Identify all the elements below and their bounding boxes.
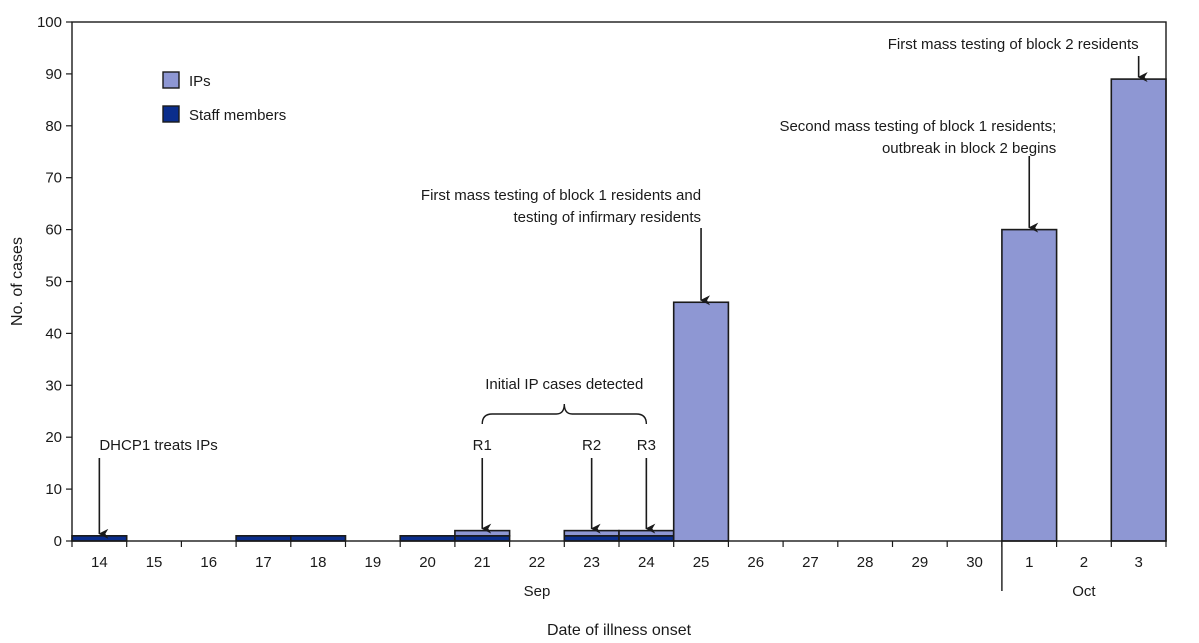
bars-layer [71,78,1167,542]
x-axis-label: Date of illness onset [547,622,692,639]
legend: IPs Staff members [162,71,286,124]
x-tick-label: 18 [310,554,327,571]
y-tick-label: 30 [45,377,62,394]
x-tick-label: 26 [747,554,764,571]
legend-swatch-ips [162,71,180,89]
bar-ips-21 [454,529,511,537]
annotation-initial-line: Initial IP cases detected [485,376,643,393]
x-tick-label: 24 [638,554,655,571]
legend-label-staff-members: Staff members [189,107,286,124]
y-tick-label: 80 [45,118,62,135]
annotation-dhcp1-line: DHCP1 treats IPs [99,437,217,454]
y-tick-label: 70 [45,170,62,187]
x-tick-label: 14 [91,554,108,571]
y-tick-label: 60 [45,222,62,239]
annotation-mass1-line: testing of infirmary residents [513,209,701,226]
annotation-r1-line: R1 [473,437,492,454]
y-tick-label: 20 [45,429,62,446]
x-tick-label: 2 [1080,554,1088,571]
annotation-block2-line: First mass testing of block 2 residents [888,36,1139,53]
bar-ips-25 [672,301,730,542]
y-tick-label: 0 [54,533,62,550]
x-tick-label: 17 [255,554,272,571]
month-label-oct: Oct [1072,583,1096,600]
annotation-r2-line: R2 [582,437,601,454]
y-axis-label: No. of cases [9,237,26,326]
annotation-mass2-line: outbreak in block 2 begins [882,140,1056,157]
bar-staff-members-17 [235,535,292,542]
x-tick-label: 22 [529,554,546,571]
x-tick-label: 29 [912,554,929,571]
bar-ips-1 [1001,228,1058,542]
x-tick-label: 1 [1025,554,1033,571]
y-tick-label: 100 [37,14,62,31]
x-tick-label: 3 [1134,554,1142,571]
annotation-mass2-line: Second mass testing of block 1 residents… [779,118,1056,135]
x-tick-label: 20 [419,554,436,571]
x-tick-label: 21 [474,554,491,571]
x-tick-label: 28 [857,554,874,571]
y-tick-label: 90 [45,66,62,83]
bar-ips-23 [563,529,620,537]
y-tick-label: 50 [45,274,62,291]
month-label-sep: Sep [524,583,551,600]
bar-ips-3 [1110,78,1167,542]
annotation-mass1-line: First mass testing of block 1 residents … [421,187,701,204]
x-tick-label: 15 [146,554,163,571]
bar-ips-24 [618,529,675,537]
annotation-r3-line: R3 [637,437,656,454]
x-tick-label: 27 [802,554,819,571]
x-tick-label: 19 [365,554,382,571]
annotations-layer: DHCP1 treats IPs R1 R2 R3 Initial IP cases d… [98,36,1148,539]
legend-label-ips: IPs [189,73,211,90]
x-tick-label: 16 [200,554,217,571]
y-tick-label: 40 [45,325,62,342]
legend-swatch-staff-members [162,105,180,123]
bar-staff-members-18 [289,535,347,542]
bar-staff-members-14 [71,535,128,542]
annotation-brace [481,403,648,425]
x-tick-label: 25 [693,554,710,571]
y-tick-label: 10 [45,481,62,498]
x-tick-label: 30 [966,554,983,571]
x-tick-label: 23 [583,554,600,571]
bar-staff-members-20 [399,535,456,542]
